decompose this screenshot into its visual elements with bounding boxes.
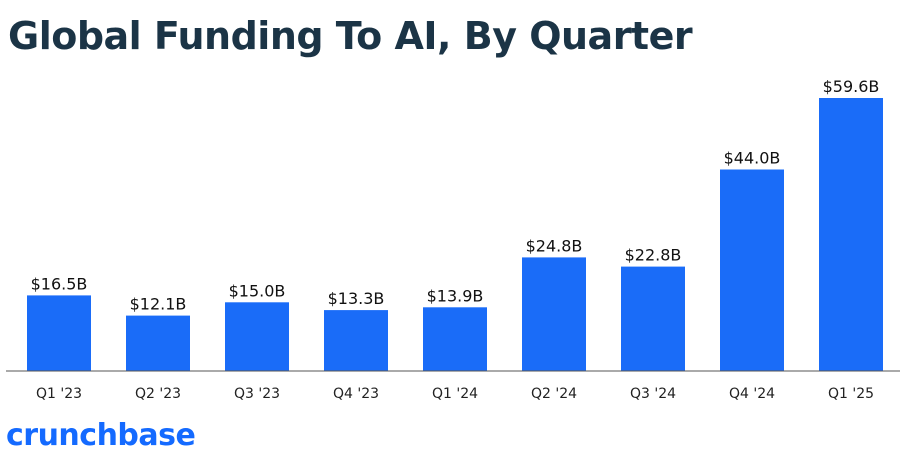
bar-4 <box>423 307 487 371</box>
x-tick-label-3: Q4 '23 <box>333 386 379 402</box>
value-label-1: $12.1B <box>130 295 187 314</box>
bars-layer <box>27 98 883 371</box>
x-tick-labels-layer: Q1 '23 Q2 '23 Q3 '23 Q4 '23 Q1 '24 Q2 '24 Q3 '… <box>36 386 874 402</box>
value-label-7: $44.0B <box>724 149 781 168</box>
bar-3 <box>324 310 388 371</box>
value-label-0: $16.5B <box>31 274 88 293</box>
x-tick-label-0: Q1 '23 <box>36 386 82 402</box>
value-labels-layer: $16.5B $12.1B $15.0B $13.3B $13.9B $24.8B $22.… <box>31 77 880 314</box>
chart-title: Global Funding To AI, By Quarter <box>8 14 693 58</box>
value-label-2: $15.0B <box>229 281 286 300</box>
x-tick-label-2: Q3 '23 <box>234 386 280 402</box>
bar-0 <box>27 295 91 371</box>
bar-8 <box>819 98 883 371</box>
bar-2 <box>225 302 289 371</box>
value-label-5: $24.8B <box>526 236 583 255</box>
value-label-3: $13.3B <box>328 289 385 308</box>
x-tick-label-6: Q3 '24 <box>630 386 676 402</box>
x-tick-label-5: Q2 '24 <box>531 386 577 402</box>
bar-7 <box>720 169 784 371</box>
bar-6 <box>621 266 685 371</box>
x-tick-label-7: Q4 '24 <box>729 386 775 402</box>
x-tick-label-4: Q1 '24 <box>432 386 478 402</box>
x-tick-label-1: Q2 '23 <box>135 386 181 402</box>
value-label-8: $59.6B <box>823 77 880 96</box>
value-label-4: $13.9B <box>427 286 484 305</box>
crunchbase-logo: crunchbase <box>6 418 196 453</box>
bar-5 <box>522 257 586 371</box>
value-label-6: $22.8B <box>625 246 682 265</box>
bar-1 <box>126 315 190 371</box>
x-tick-label-8: Q1 '25 <box>828 386 874 402</box>
